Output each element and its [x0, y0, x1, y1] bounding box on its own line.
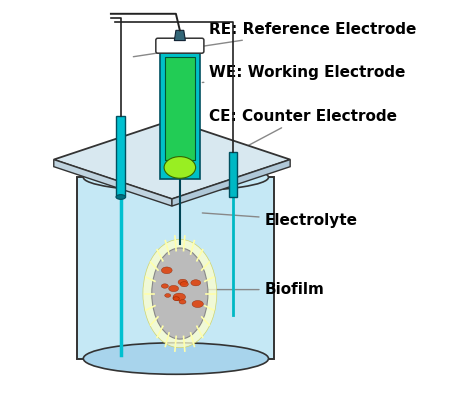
Polygon shape — [116, 116, 126, 197]
Text: Electrolyte: Electrolyte — [202, 213, 357, 228]
Ellipse shape — [83, 343, 268, 374]
Ellipse shape — [180, 282, 188, 287]
Polygon shape — [54, 120, 290, 199]
Ellipse shape — [173, 296, 180, 300]
Ellipse shape — [161, 284, 168, 288]
Polygon shape — [77, 177, 274, 359]
Ellipse shape — [173, 293, 185, 301]
Ellipse shape — [178, 279, 187, 285]
Text: CE: Counter Electrode: CE: Counter Electrode — [210, 109, 397, 151]
Ellipse shape — [152, 248, 208, 339]
Text: WE: Working Electrode: WE: Working Electrode — [202, 65, 406, 82]
Polygon shape — [229, 152, 237, 197]
Text: Biofilm: Biofilm — [208, 282, 324, 297]
Polygon shape — [174, 30, 185, 41]
Ellipse shape — [169, 285, 179, 292]
Polygon shape — [172, 160, 290, 206]
Ellipse shape — [191, 280, 201, 286]
Ellipse shape — [83, 164, 268, 191]
Ellipse shape — [179, 300, 186, 304]
Polygon shape — [54, 160, 172, 206]
Polygon shape — [165, 57, 195, 160]
Ellipse shape — [116, 195, 126, 199]
Ellipse shape — [164, 294, 171, 297]
Ellipse shape — [173, 297, 179, 301]
FancyBboxPatch shape — [156, 38, 204, 53]
Polygon shape — [160, 49, 200, 179]
Ellipse shape — [143, 239, 217, 348]
Ellipse shape — [192, 301, 203, 308]
Ellipse shape — [164, 156, 196, 178]
Ellipse shape — [161, 267, 172, 274]
Text: RE: Reference Electrode: RE: Reference Electrode — [133, 22, 417, 57]
